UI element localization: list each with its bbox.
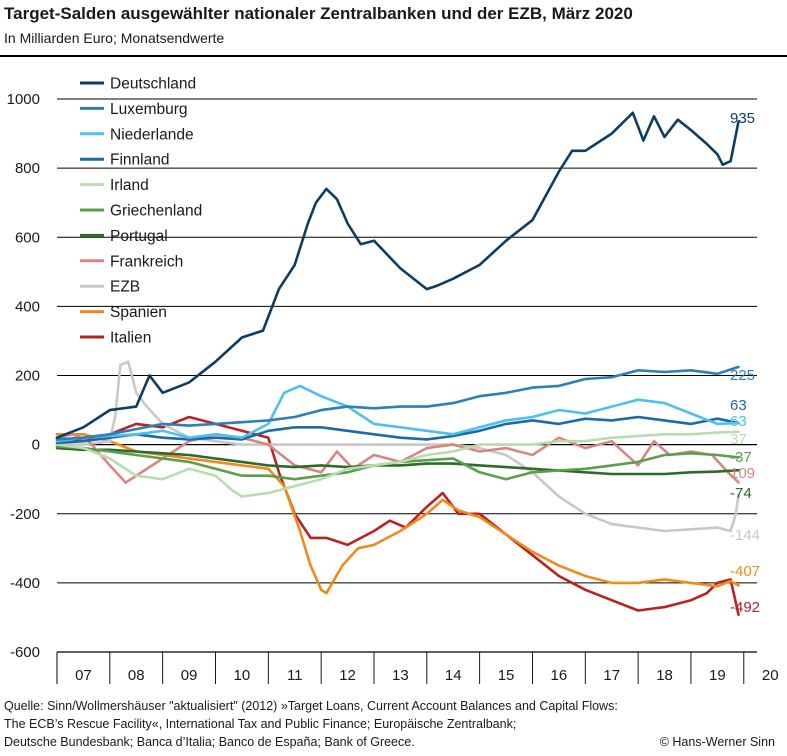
series-line <box>55 384 740 443</box>
x-tick-label: 18 <box>656 667 673 684</box>
legend-label: Irland <box>110 177 149 194</box>
x-tick-label: 17 <box>603 667 620 684</box>
x-tick-label: 19 <box>709 667 726 684</box>
chart-title: Target-Salden ausgewählter nationaler Ze… <box>4 4 633 23</box>
legend-label: Spanien <box>110 304 167 321</box>
legend-label: Deutschland <box>110 76 196 93</box>
series-line <box>55 430 740 498</box>
series-line <box>55 360 740 533</box>
series-line <box>55 415 740 616</box>
y-tick-label: 0 <box>32 437 40 454</box>
legend-label: Italien <box>110 330 151 347</box>
source-line: The ECB’s Rescue Facility«, Internationa… <box>4 717 517 731</box>
x-tick-label: 20 <box>762 667 779 684</box>
chart-subtitle: In Milliarden Euro; Monatsendwerte <box>4 30 225 46</box>
series-end-label: -37 <box>730 449 752 466</box>
x-tick-label: 13 <box>392 667 409 684</box>
legend-label: Finnland <box>110 152 169 169</box>
y-tick-label: 600 <box>15 229 40 246</box>
legend-label: EZB <box>110 279 140 296</box>
series-end-label: -492 <box>730 599 760 616</box>
x-tick-label: 11 <box>287 667 303 684</box>
series-end-label: -144 <box>730 527 760 544</box>
legend-label: Portugal <box>110 228 168 245</box>
series-line <box>55 446 740 476</box>
x-tick-label: 07 <box>75 667 92 684</box>
x-tick-label: 15 <box>498 667 515 684</box>
series-end-label: -407 <box>730 563 760 580</box>
legend-label: Niederlande <box>110 126 194 143</box>
source-line: Quelle: Sinn/Wollmershäuser "aktualisier… <box>4 699 618 713</box>
series-end-label: 935 <box>730 110 755 127</box>
series-line <box>55 433 740 595</box>
source-note: Quelle: Sinn/Wollmershäuser "aktualisier… <box>4 697 618 751</box>
x-tick-label: 14 <box>445 667 462 684</box>
copyright-note: © Hans-Werner Sinn <box>659 735 775 749</box>
series-line <box>55 433 740 484</box>
series-line <box>55 111 740 439</box>
series-end-label: 109 <box>730 465 755 482</box>
series-line <box>55 365 740 441</box>
legend-label: Griechenland <box>110 203 202 220</box>
title-rule <box>0 55 787 57</box>
series-end-label: 63 <box>730 397 747 414</box>
x-tick-label: 10 <box>234 667 251 684</box>
x-tick-label: 08 <box>128 667 145 684</box>
y-tick-label: 800 <box>15 160 40 177</box>
y-tick-label: -600 <box>10 644 40 661</box>
x-tick-label: 12 <box>339 667 356 684</box>
series-end-label: 63 <box>730 413 747 430</box>
x-tick-label: 09 <box>181 667 198 684</box>
series-end-label: -74 <box>730 485 752 502</box>
series-end-label: 37 <box>730 431 747 448</box>
y-tick-label: -400 <box>10 575 40 592</box>
legend-label: Frankreich <box>110 253 183 270</box>
y-tick-label: -200 <box>10 506 40 523</box>
y-tick-label: 200 <box>15 368 40 385</box>
legend-label: Luxemburg <box>110 101 188 118</box>
series-end-label: 225 <box>730 367 755 384</box>
source-line: Deutsche Bundesbank; Banca d’Italia; Ban… <box>4 735 415 749</box>
series-line <box>55 415 740 445</box>
x-tick-label: 16 <box>551 667 568 684</box>
y-tick-label: 1000 <box>7 91 40 108</box>
y-tick-label: 400 <box>15 298 40 315</box>
